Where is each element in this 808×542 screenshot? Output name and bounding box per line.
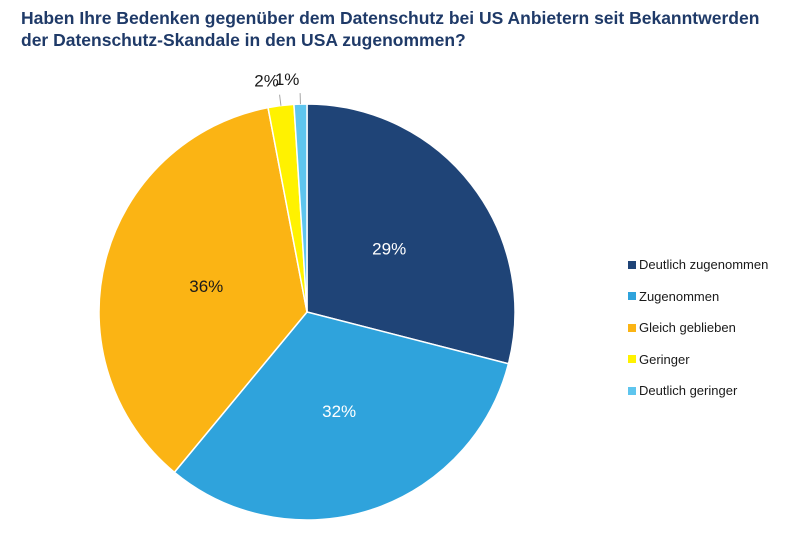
legend-swatch	[628, 323, 636, 332]
legend-item-zugenommen: Zugenommen	[628, 281, 768, 313]
chart-title-line-2: der Datenschutz-Skandale in den USA zuge…	[21, 30, 466, 50]
legend-swatch	[628, 260, 636, 269]
pie-slice-zugenommen	[173, 311, 510, 521]
data-label-gleich-geblieben: 36%	[189, 277, 223, 296]
legend-label: Geringer	[639, 351, 690, 367]
data-label-geringer: 2%	[254, 72, 279, 91]
legend-label: Zugenommen	[639, 288, 720, 304]
legend-item-gleich-geblieben: Gleich geblieben	[628, 312, 768, 344]
legend-swatch	[628, 292, 636, 301]
legend-item-geringer: Geringer	[628, 344, 768, 376]
pie-slice-deutlich-zugenommen	[306, 103, 516, 365]
legend-swatch	[628, 355, 636, 364]
legend-swatch	[628, 386, 636, 395]
legend-label: Deutlich zugenommen	[639, 257, 769, 273]
legend-label: Deutlich geringer	[639, 383, 738, 399]
data-label-deutlich-geringer: 1%	[275, 70, 300, 89]
legend-label: Gleich geblieben	[639, 320, 736, 336]
chart-legend: Deutlich zugenommen Zugenommen Gleich gebl…	[628, 249, 768, 407]
leader-line-geringer	[279, 94, 282, 106]
data-label-zugenommen: 32%	[322, 402, 356, 421]
legend-item-deutlich-geringer: Deutlich geringer	[628, 375, 768, 407]
pie-slice-gleich-geblieben	[98, 106, 308, 474]
data-label-deutlich-zugenommen: 29%	[372, 239, 406, 258]
chart-title: Haben Ihre Bedenken gegenüber dem Datens…	[21, 7, 801, 51]
chart-title-line-1: Haben Ihre Bedenken gegenüber dem Datens…	[21, 8, 760, 28]
legend-item-deutlich-zugenommen: Deutlich zugenommen	[628, 249, 768, 281]
